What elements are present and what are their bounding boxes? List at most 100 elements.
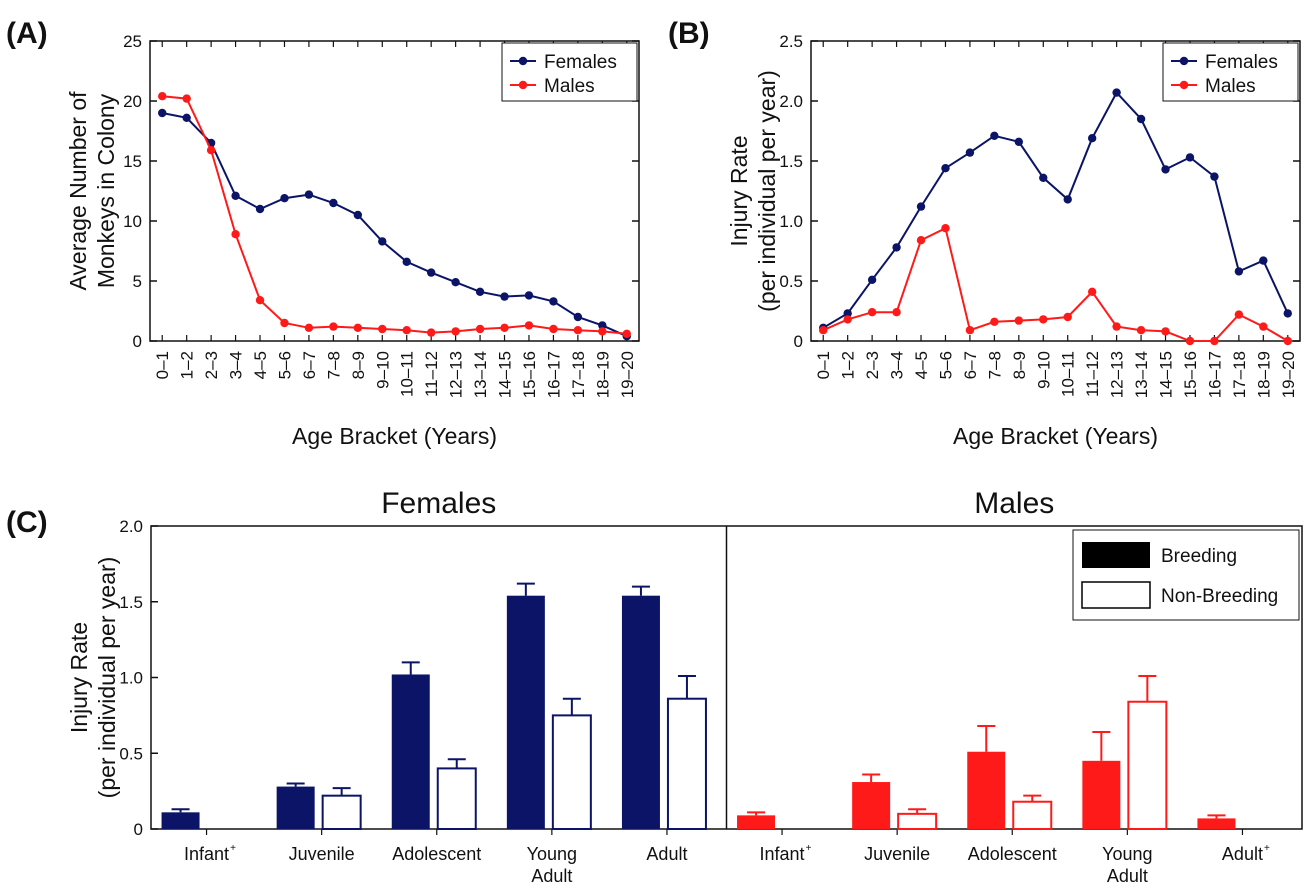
data-point-females <box>549 297 558 306</box>
y-tick-label: 1.0 <box>779 212 803 231</box>
legend-label-females: Females <box>544 52 617 73</box>
x-tick-label: 17–18 <box>1230 351 1249 398</box>
legend-marker <box>518 80 528 90</box>
category-label: Juvenile <box>289 844 355 864</box>
data-point-females <box>1136 114 1146 124</box>
legend-label-non-breeding: Non-Breeding <box>1161 586 1278 607</box>
x-tick-label: 9–10 <box>1034 351 1053 389</box>
x-tick-label: 16–17 <box>1205 351 1224 398</box>
bar-breeding <box>1197 818 1236 829</box>
data-point-males <box>598 327 607 336</box>
data-point-females <box>1259 256 1268 265</box>
group-title-females: Females <box>381 487 496 520</box>
data-point-males <box>182 94 191 103</box>
category-label: Adult <box>646 844 687 864</box>
legend-box <box>501 42 638 102</box>
y-tick-label: 1.0 <box>119 669 143 688</box>
x-tick-label: 11–12 <box>422 351 441 397</box>
y-tick-label: 2.0 <box>119 517 143 536</box>
data-point-males <box>1136 326 1146 335</box>
data-point-females <box>1039 173 1048 182</box>
panel-b-tag: (B) <box>668 17 710 50</box>
legend-swatch-breeding <box>1082 542 1150 568</box>
x-axis-title: Age Bracket (Years) <box>953 423 1158 449</box>
x-tick-label: 3–4 <box>888 351 907 379</box>
data-point-females <box>231 191 240 200</box>
legend-swatch-non-breeding <box>1081 581 1151 609</box>
x-tick-label: 19–20 <box>1279 351 1298 398</box>
data-point-males <box>500 323 509 332</box>
y-axis-title: Average Number of <box>65 91 91 291</box>
bar-non-breeding <box>1127 700 1168 830</box>
legend-label-females: Females <box>1205 52 1278 73</box>
data-point-females <box>500 292 509 301</box>
data-point-males <box>158 92 167 101</box>
data-point-females <box>965 148 975 157</box>
data-point-males <box>622 329 631 338</box>
x-tick-label: 12–13 <box>1108 351 1127 398</box>
x-tick-label: 3–4 <box>227 351 246 379</box>
data-point-females <box>182 113 191 123</box>
legend-marker <box>518 56 528 66</box>
data-point-females <box>475 287 485 296</box>
category-footnote-mark: + <box>806 843 812 854</box>
category-label: Young <box>1102 844 1152 864</box>
legend-box <box>1162 42 1299 102</box>
bar-breeding <box>737 815 776 829</box>
bar-breeding <box>276 786 315 829</box>
x-tick-label: 16–17 <box>544 351 563 398</box>
x-tick-label: 1–2 <box>839 351 858 379</box>
data-point-males <box>1161 327 1170 336</box>
data-point-females <box>524 291 534 300</box>
x-tick-label: 7–8 <box>985 351 1004 379</box>
series-line-females <box>822 90 1289 329</box>
data-point-males <box>819 326 828 335</box>
data-point-males <box>1014 316 1024 325</box>
panel-a-line-chart: 0 5 10 15 20 25 0–1 1–2 2–3 3–4 4–5 5–6 6–7 7–8 8–9 9–1… <box>65 32 640 449</box>
x-tick-label: 6–7 <box>300 351 319 379</box>
data-point-males <box>329 322 338 331</box>
group-title-males: Males <box>974 487 1054 520</box>
category-label: Adolescent <box>392 844 481 864</box>
legend-label-breeding: Breeding <box>1161 546 1237 567</box>
y-tick-label: 25 <box>123 32 142 51</box>
category-label: Infant <box>760 844 805 864</box>
y-tick-label: 5 <box>133 272 142 291</box>
data-point-males <box>1112 322 1121 331</box>
y-tick-label: 2.5 <box>779 32 803 51</box>
data-point-females <box>1161 165 1170 174</box>
data-point-males <box>353 323 363 332</box>
data-point-males <box>1283 336 1292 346</box>
data-point-females <box>426 268 436 277</box>
data-point-females <box>867 275 877 284</box>
y-axis-title: (per individual per year) <box>754 70 780 312</box>
x-tick-label: 8–9 <box>349 351 368 379</box>
data-point-females <box>280 194 289 203</box>
x-tick-label: 13–14 <box>1132 351 1151 398</box>
data-point-females <box>843 309 852 318</box>
x-axis-title: Age Bracket (Years) <box>292 423 497 449</box>
bar-breeding <box>1082 760 1121 829</box>
data-point-males <box>1210 336 1219 346</box>
y-tick-label: 20 <box>123 92 142 111</box>
x-tick-label: 6–7 <box>961 351 980 379</box>
plot-frame <box>810 40 1301 342</box>
legend-label-males: Males <box>1205 76 1256 97</box>
x-tick-label: 4–5 <box>912 351 931 379</box>
bar-non-breeding <box>321 794 362 830</box>
x-tick-label: 8–9 <box>1010 351 1029 379</box>
data-point-males <box>990 317 999 326</box>
data-point-females <box>304 190 314 199</box>
y-tick-label: 0.5 <box>119 744 143 763</box>
legend-label-males: Males <box>544 76 595 97</box>
data-point-females <box>916 202 926 211</box>
bar-breeding <box>391 674 430 829</box>
y-tick-label: 0.5 <box>779 272 803 291</box>
data-point-females <box>1185 153 1195 162</box>
data-point-females <box>941 164 950 173</box>
data-point-females <box>1112 88 1121 97</box>
data-point-males <box>965 326 975 335</box>
data-point-males <box>941 224 950 233</box>
